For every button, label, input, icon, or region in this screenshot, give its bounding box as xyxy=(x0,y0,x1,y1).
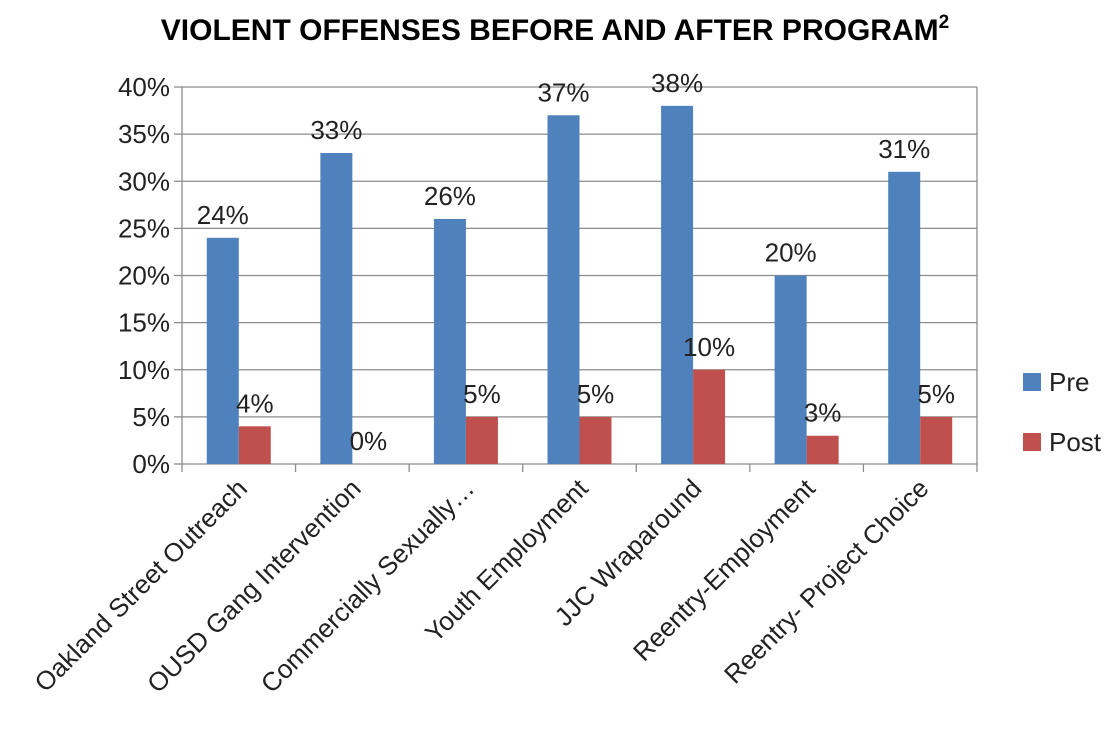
x-category-label: OUSD Gang Intervention xyxy=(141,473,367,699)
data-label-pre: 31% xyxy=(878,134,930,164)
x-category-label: Commercially Sexually… xyxy=(255,473,481,699)
y-tick-label: 40% xyxy=(118,72,170,102)
legend: Pre Post xyxy=(1023,367,1102,457)
x-category-label: Oakland Street Outreach xyxy=(28,473,253,698)
bar-post xyxy=(693,369,726,464)
legend-swatch-pre xyxy=(1023,373,1041,391)
bar-pre xyxy=(206,237,239,464)
data-label-post: 5% xyxy=(917,379,955,409)
legend-label-post: Post xyxy=(1049,427,1102,457)
data-label-post: 10% xyxy=(683,332,735,362)
chart-title: VIOLENT OFFENSES BEFORE AND AFTER PROGRA… xyxy=(161,12,949,47)
y-tick-label: 5% xyxy=(132,402,170,432)
y-tick-label: 15% xyxy=(118,308,170,338)
y-axis: 0% 5% 10% 15% 20% 25% 30% 35% 40% xyxy=(118,72,183,479)
data-label-post: 5% xyxy=(463,379,501,409)
data-label-pre: 20% xyxy=(765,238,817,268)
bar-pre xyxy=(888,171,921,464)
bar-pre xyxy=(320,152,353,464)
y-tick-label: 30% xyxy=(118,166,170,196)
legend-label-pre: Pre xyxy=(1049,367,1089,397)
bar-pre xyxy=(547,115,580,465)
data-label-post: 5% xyxy=(577,379,615,409)
data-label-pre: 24% xyxy=(197,200,249,230)
bar-post xyxy=(806,435,839,464)
x-category-label: Reentry- Project Choice xyxy=(718,473,934,689)
bar-post xyxy=(238,426,271,464)
bar-pre xyxy=(774,275,807,464)
bar-post xyxy=(579,416,612,464)
bars xyxy=(206,105,953,465)
data-label-pre: 37% xyxy=(537,77,589,107)
data-label-post: 4% xyxy=(236,388,274,418)
data-label-pre: 38% xyxy=(651,68,703,98)
bar-post xyxy=(465,416,498,464)
title-superscript: 2 xyxy=(939,12,950,33)
bar-pre xyxy=(661,105,694,464)
y-tick-label: 20% xyxy=(118,261,170,291)
data-label-post: 3% xyxy=(804,398,842,428)
bar-pre xyxy=(433,218,466,464)
y-tick-label: 10% xyxy=(118,355,170,385)
data-labels: 24% 4% 33% 0% 26% 5% 37% 5% 38% 10% 20% 3% 31% 5% xyxy=(197,68,955,456)
y-tick-label: 25% xyxy=(118,213,170,243)
data-label-post: 0% xyxy=(350,426,388,456)
y-tick-label: 0% xyxy=(132,449,170,479)
bar-post xyxy=(920,416,953,464)
data-label-pre: 33% xyxy=(310,115,362,145)
legend-swatch-post xyxy=(1023,433,1041,451)
data-label-pre: 26% xyxy=(424,181,476,211)
y-tick-label: 35% xyxy=(118,119,170,149)
